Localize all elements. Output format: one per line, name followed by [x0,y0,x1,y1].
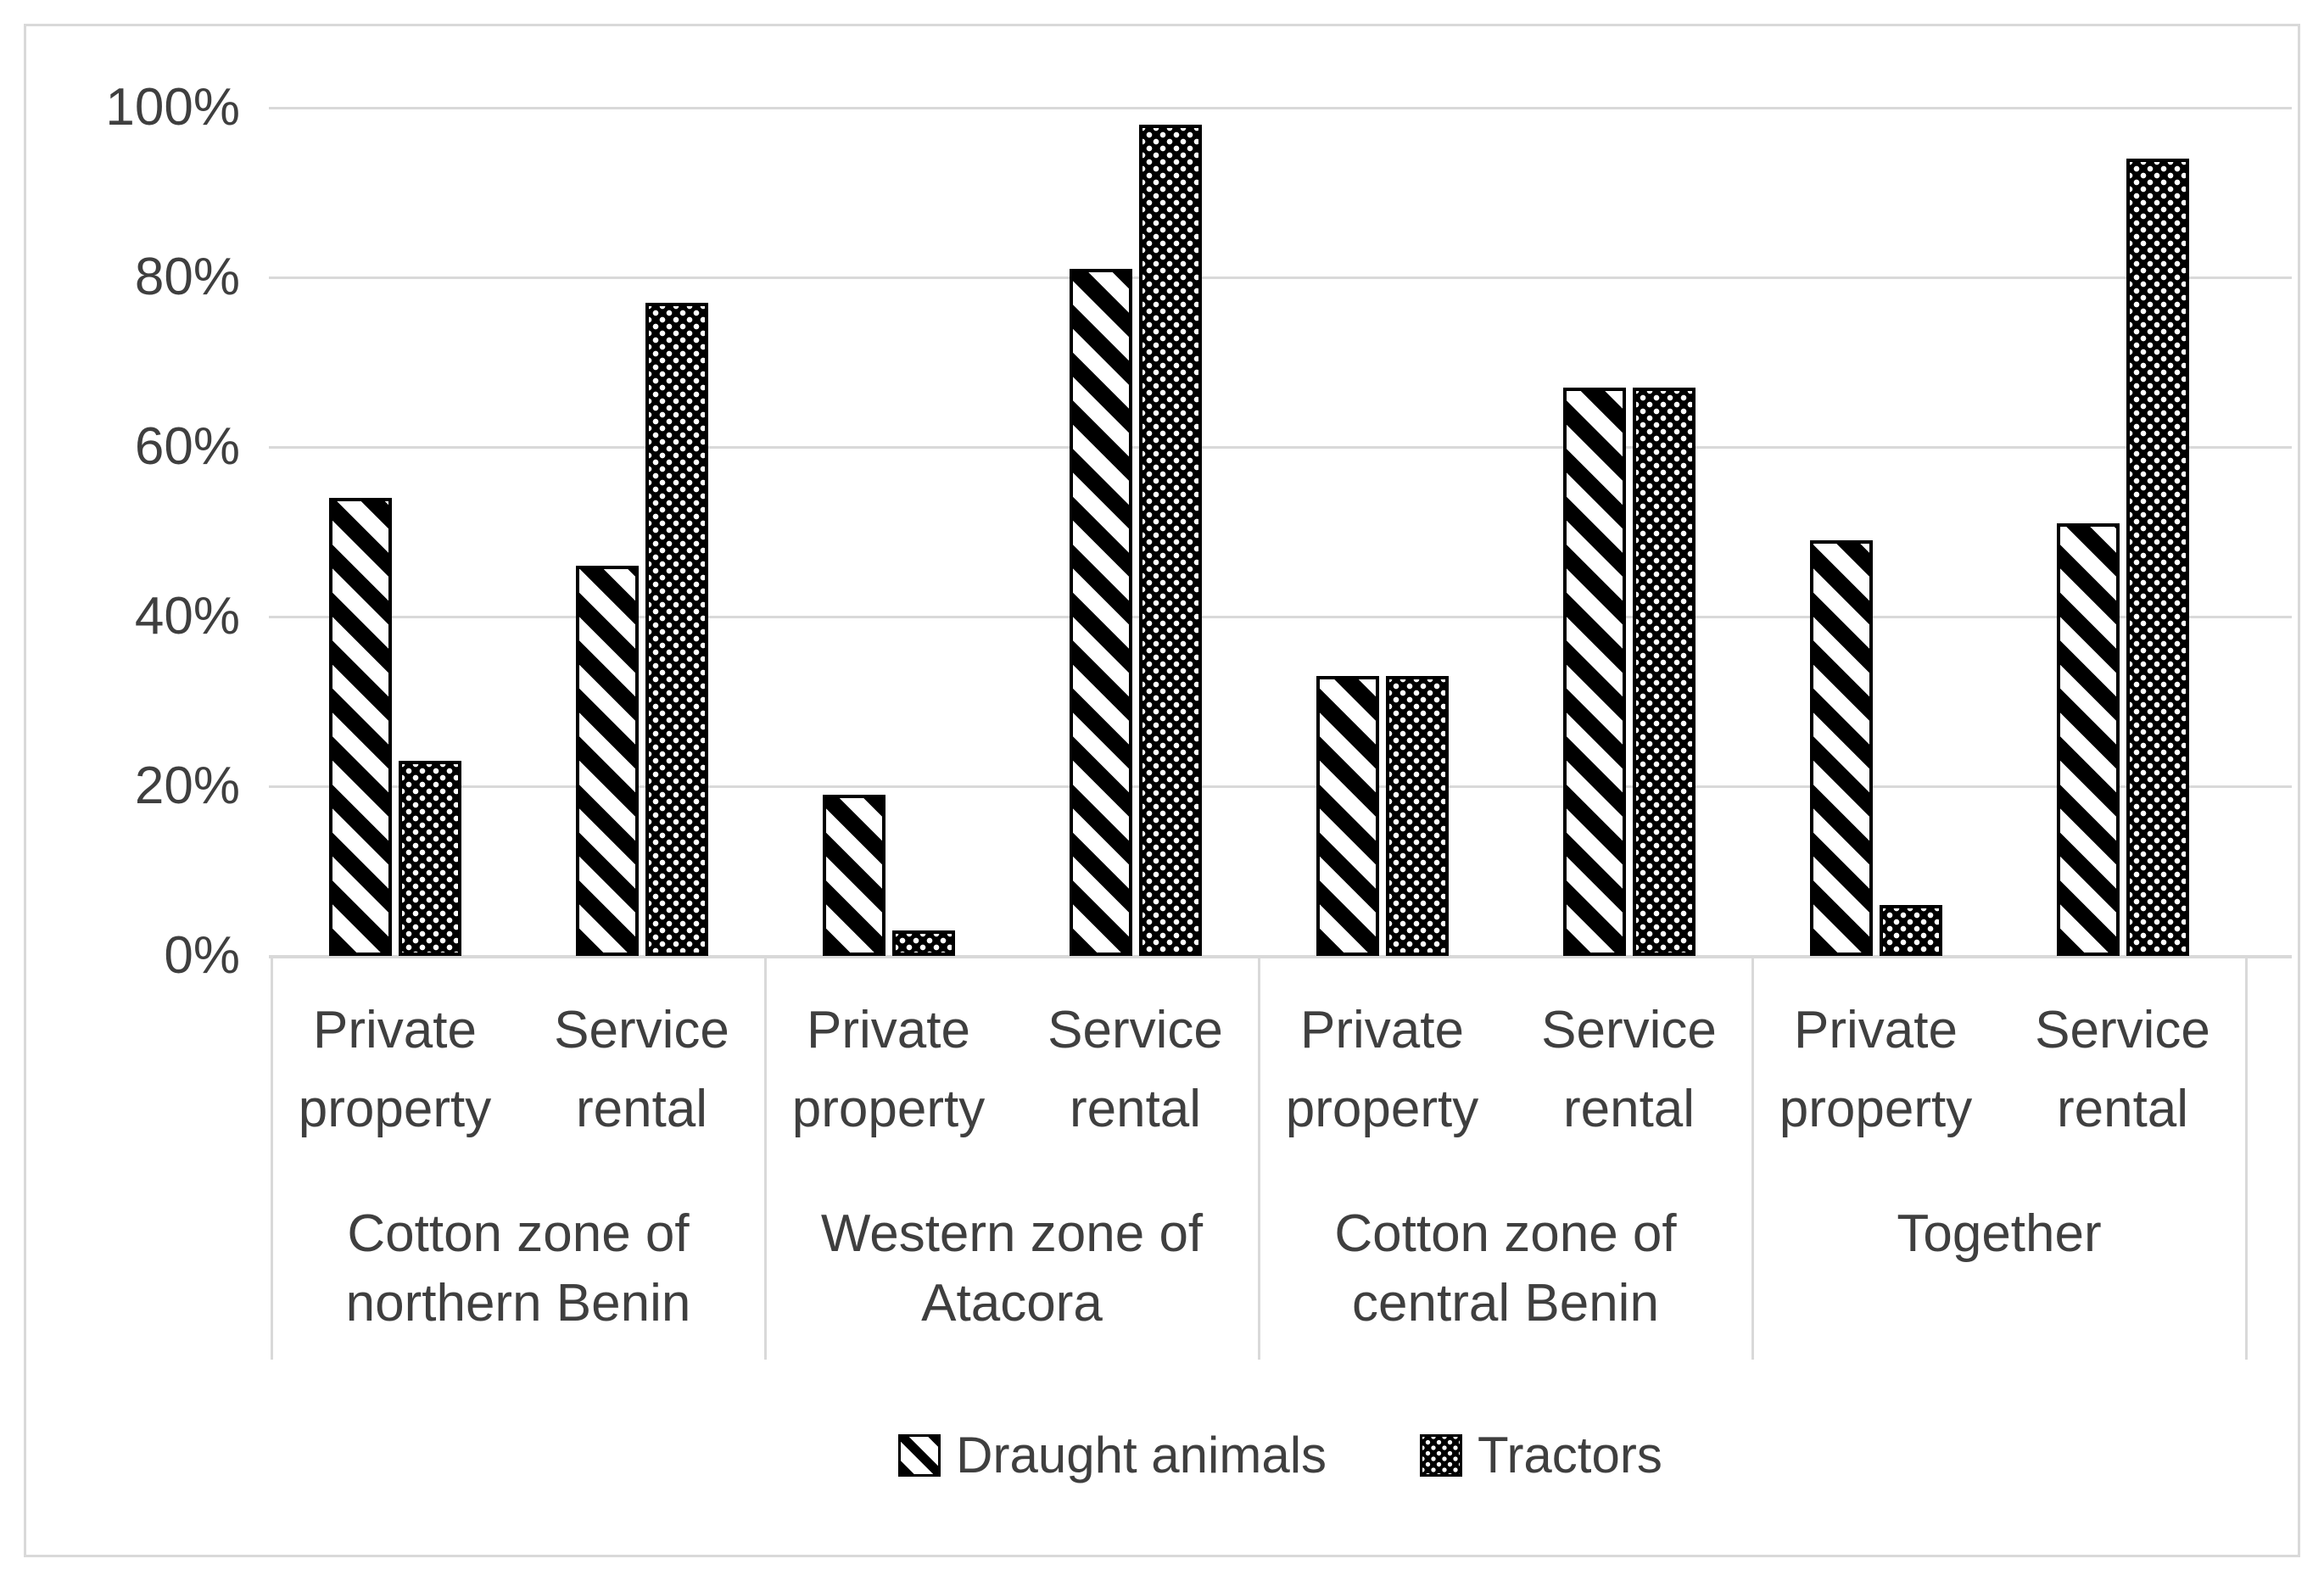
bar-draught-animals [328,498,392,956]
category-label-line: rental [1069,1080,1202,1138]
bar-tractors [1632,388,1696,956]
category-label-line: property [791,1080,986,1138]
bar-tractors [891,930,955,956]
category-label-line: rental [575,1080,708,1138]
bar-tractors [2126,159,2189,956]
bar-tractors [398,761,461,956]
legend: Draught animals Tractors [269,1422,2292,1489]
category-label-line: rental [2056,1080,2189,1138]
category-table-divider [763,956,767,1360]
gridline [269,107,2292,109]
category-table-divider [270,956,273,1360]
bar-draught-animals [822,795,885,956]
category-table-divider [2244,956,2248,1360]
category-label-line: Service [1541,1001,1717,1059]
y-tick-label: 20% [134,757,240,815]
zone-label-line: central Benin [1352,1274,1659,1332]
zone-label-line: Together [1897,1204,2102,1263]
bar-draught-animals [575,566,639,956]
legend-label: Tractors [1478,1427,1662,1483]
y-tick-label: 0% [164,926,240,985]
category-label-line: Service [1047,1001,1223,1059]
category-label-line: rental [1562,1080,1696,1138]
category-label-line: property [298,1080,492,1138]
legend-item: Draught animals [898,1427,1327,1483]
category-label-line: property [1285,1080,1479,1138]
category-table-divider [1257,956,1260,1360]
category-label-line: property [1779,1080,1973,1138]
bar-draught-animals [1316,676,1379,956]
bar-draught-animals [1069,269,1132,956]
bar-tractors [1138,125,1202,956]
legend-label: Draught animals [956,1427,1327,1483]
bar-tractors [645,303,708,956]
gridline [269,785,2292,788]
bar-draught-animals [1809,540,1873,956]
category-label-line: Service [554,1001,729,1059]
zone-label-line: Atacora [921,1274,1103,1332]
category-label-line: Private [807,1001,970,1059]
legend-swatch-draught-animals-icon [898,1434,941,1477]
zone-label-line: northern Benin [345,1274,691,1332]
zone-label-line: Western zone of [820,1204,1204,1263]
category-label-line: Private [1300,1001,1464,1059]
gridline [269,277,2292,279]
bar-draught-animals [2056,523,2120,956]
y-tick-label: 40% [134,587,240,645]
gridline [269,446,2292,449]
legend-swatch-tractors-icon [1420,1434,1463,1477]
x-axis-line [269,955,2292,958]
gridline [269,616,2292,618]
category-label-line: Service [2035,1001,2210,1059]
y-tick-label: 60% [134,417,240,476]
category-label-line: Private [313,1001,477,1059]
y-tick-label: 80% [134,248,240,306]
category-label-line: Private [1794,1001,1958,1059]
zone-label-line: Cotton zone of [1334,1204,1677,1263]
y-tick-label: 100% [105,78,240,137]
bar-tractors [1385,676,1449,956]
zone-label-line: Cotton zone of [347,1204,690,1263]
bar-draught-animals [1562,388,1626,956]
category-table-divider [1751,956,1754,1360]
bar-tractors [1879,905,1942,956]
legend-item: Tractors [1420,1427,1662,1483]
